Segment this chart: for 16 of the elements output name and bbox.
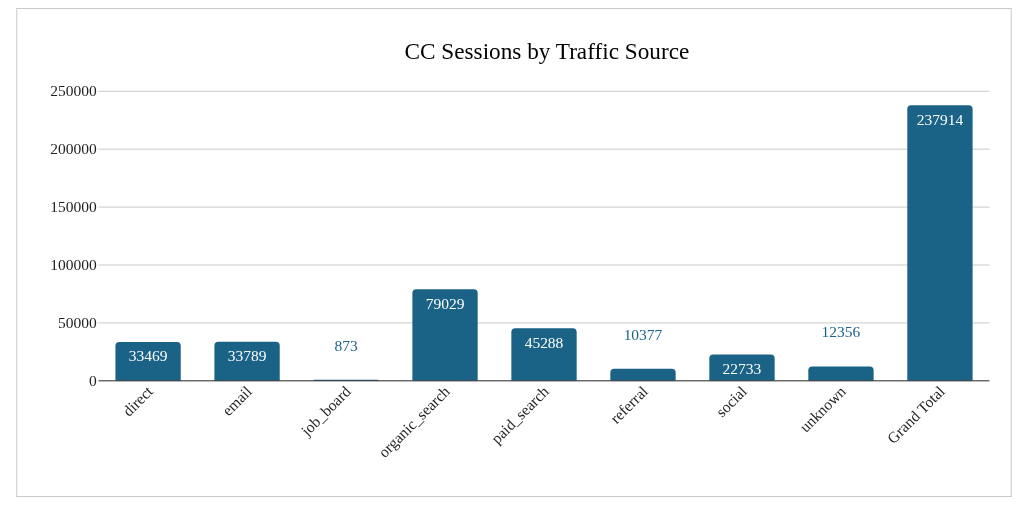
y-tick-label: 0 <box>88 371 97 389</box>
y-tick-label: 100000 <box>50 255 97 273</box>
data-label: 79029 <box>425 294 465 312</box>
y-tick-label: 150000 <box>50 197 97 215</box>
data-label: 873 <box>334 336 358 354</box>
y-tick-label: 50000 <box>57 313 97 331</box>
y-tick-label: 200000 <box>50 140 97 158</box>
chart-title: CC Sessions by Traffic Source <box>404 38 690 65</box>
data-label: 33469 <box>128 347 168 365</box>
data-label: 45288 <box>524 333 564 351</box>
data-label: 237914 <box>916 110 964 128</box>
data-label: 33789 <box>227 347 267 365</box>
data-label: 12356 <box>821 323 861 341</box>
y-tick-label: 250000 <box>50 82 97 100</box>
data-label: 22733 <box>722 359 762 377</box>
data-label: 10377 <box>623 325 663 343</box>
